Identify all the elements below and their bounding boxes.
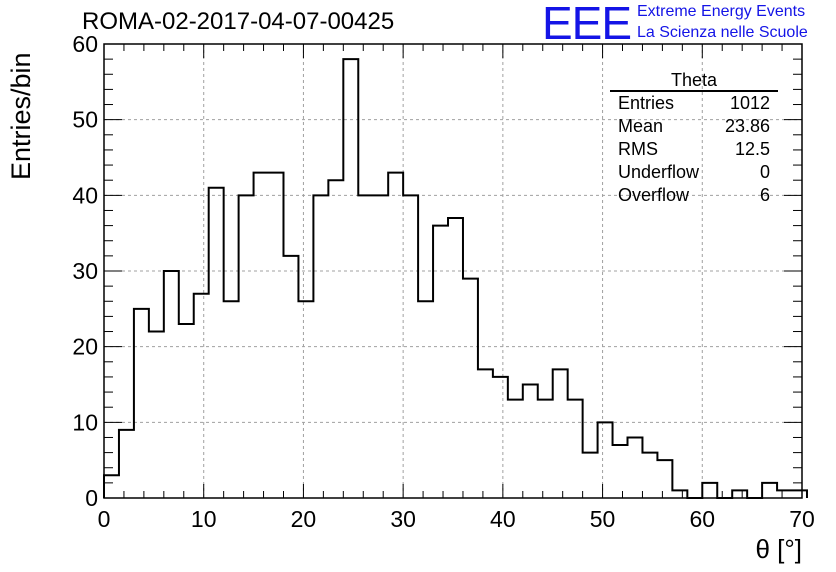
histogram-bin: [149, 332, 164, 498]
histogram-bin: [269, 173, 284, 498]
histogram-bin: [179, 324, 194, 498]
histogram-bin: [164, 271, 179, 498]
histogram-bin: [418, 301, 433, 498]
stats-box: Theta Entries 1012 Mean 23.86 RMS 12.5 U…: [610, 70, 778, 207]
y-tick-label: 0: [85, 485, 98, 511]
histogram-bin: [493, 377, 508, 498]
chart-title: ROMA-02-2017-04-07-00425: [82, 8, 395, 35]
stats-row-underflow: Underflow 0: [610, 161, 778, 184]
stats-row-overflow: Overflow 6: [610, 184, 778, 207]
logo-line-1: Extreme Energy Events: [637, 3, 806, 20]
grid-lines: [104, 44, 802, 498]
x-tick-label: 40: [490, 506, 516, 532]
histogram-bin: [328, 180, 343, 498]
eee-logo: EEE: [542, 0, 632, 49]
y-tick-label: 30: [72, 258, 98, 284]
stats-label: RMS: [618, 139, 658, 159]
stats-row-mean: Mean 23.86: [610, 115, 778, 138]
histogram-bin: [254, 173, 269, 498]
histogram-bin: [388, 173, 403, 498]
y-axis-label: Entries/bin: [6, 52, 36, 180]
histogram-bin: [568, 400, 583, 498]
stats-value: 12.5: [734, 139, 770, 159]
histogram-bin: [538, 400, 553, 498]
stats-value: 23.86: [724, 116, 770, 136]
axis-ticks: [103, 43, 803, 499]
histogram-bin: [134, 309, 149, 498]
histogram-bin: [628, 437, 643, 498]
x-tick-label: 50: [590, 506, 616, 532]
stats-value: 6: [759, 185, 770, 205]
histogram-bin: [313, 195, 328, 498]
x-tick-label: 20: [291, 506, 317, 532]
histogram-bin: [702, 483, 717, 498]
histogram-bin: [358, 195, 373, 498]
histogram-bin: [194, 294, 209, 498]
histogram-bin: [732, 490, 747, 498]
histogram-bin: [583, 453, 598, 498]
histogram-bin: [508, 400, 523, 498]
x-tick-label: 70: [789, 506, 815, 532]
x-tick-label: 10: [191, 506, 217, 532]
stats-label: Underflow: [618, 162, 700, 182]
histogram-bin: [672, 490, 687, 498]
stats-label: Mean: [618, 116, 664, 136]
stats-row-rms: RMS 12.5: [610, 138, 778, 161]
histogram-bin: [762, 483, 777, 498]
stats-row-entries: Entries 1012: [610, 92, 778, 115]
histogram-bin: [598, 422, 613, 498]
x-tick-label: 0: [98, 506, 111, 532]
logo-line-2: La Scienza nelle Scuole: [637, 24, 808, 41]
stats-label: Entries: [618, 93, 675, 113]
x-tick-label: 60: [689, 506, 715, 532]
x-axis-label: θ [°]: [755, 534, 802, 564]
histogram-bin: [792, 490, 807, 498]
y-tick-label: 40: [72, 182, 98, 208]
histogram-bin: [283, 256, 298, 498]
histogram-bin: [433, 226, 448, 498]
histogram-bin: [343, 59, 358, 498]
x-tick-label: 30: [390, 506, 416, 532]
histogram-bin: [448, 218, 463, 498]
y-tick-label: 60: [72, 31, 98, 57]
stats-label: Overflow: [618, 185, 690, 205]
histogram-bin: [613, 445, 628, 498]
histogram-bin: [642, 453, 657, 498]
histogram-bin: [777, 490, 792, 498]
stats-value: 0: [759, 162, 770, 182]
histogram-bin: [373, 195, 388, 498]
histogram-bin: [224, 301, 239, 498]
histogram-bin: [657, 460, 672, 498]
histogram-bin: [403, 195, 418, 498]
histogram-series: [103, 58, 808, 499]
y-tick-label: 20: [72, 334, 98, 360]
histogram-bin: [553, 369, 568, 498]
histogram-outline: [103, 58, 808, 499]
histogram-bin: [298, 301, 313, 498]
histogram-bin: [239, 195, 254, 498]
histogram-bin: [478, 369, 493, 498]
histogram-bin: [209, 188, 224, 498]
y-tick-label: 10: [72, 409, 98, 435]
stats-title: Theta: [610, 70, 778, 92]
stats-value: 1012: [729, 93, 770, 113]
histogram-bin: [463, 279, 478, 498]
histogram-bin: [104, 475, 119, 498]
histogram-bin: [523, 385, 538, 499]
y-tick-label: 50: [72, 107, 98, 133]
histogram-bin: [119, 430, 134, 498]
